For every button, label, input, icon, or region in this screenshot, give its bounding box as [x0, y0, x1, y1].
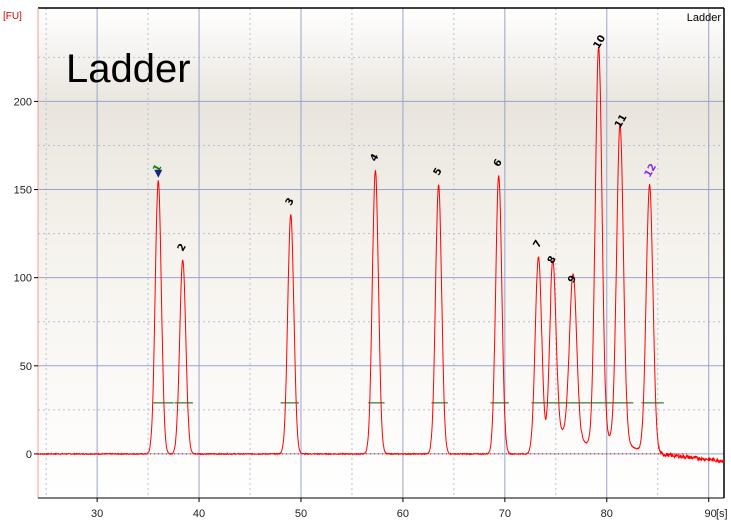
peak-label: 1 — [151, 163, 164, 175]
x-unit-label: [s] — [716, 508, 728, 520]
peak-label: 5 — [432, 166, 445, 178]
major-grid — [38, 8, 724, 498]
x-tick-label: 80 — [601, 508, 613, 520]
x-tick-label: 70 — [499, 508, 511, 520]
peak-label: 4 — [368, 152, 381, 164]
peak-label: 3 — [284, 196, 297, 208]
x-tick-label: 30 — [91, 508, 103, 520]
peak-label: 8 — [546, 254, 559, 266]
y-tick-label: 100 — [14, 273, 32, 285]
x-axis-ticks: 30 40 50 60 70 80 90 — [91, 498, 717, 520]
y-tick-label: 50 — [20, 361, 32, 373]
x-tick-label: 40 — [193, 508, 205, 520]
corner-label: Ladder — [687, 12, 722, 24]
y-tick-label: 0 — [26, 449, 32, 461]
x-tick-label: 50 — [295, 508, 307, 520]
y-tick-label: 150 — [14, 185, 32, 197]
peak-label: 7 — [532, 238, 545, 250]
x-tick-label: 60 — [397, 508, 409, 520]
peak-label: 2 — [176, 242, 189, 254]
ladder-marker-icon — [154, 169, 163, 178]
y-unit-label: [FU] — [3, 11, 22, 22]
peak-label: 9 — [566, 274, 579, 286]
peak-label: 6 — [492, 157, 505, 169]
x-tick-label: 90 — [704, 508, 716, 520]
y-axis-ticks: 0 50 100 150 200 — [14, 96, 38, 461]
y-tick-label: 200 — [14, 96, 32, 108]
trace-line — [38, 46, 725, 464]
chart-title: Ladder — [66, 47, 191, 91]
